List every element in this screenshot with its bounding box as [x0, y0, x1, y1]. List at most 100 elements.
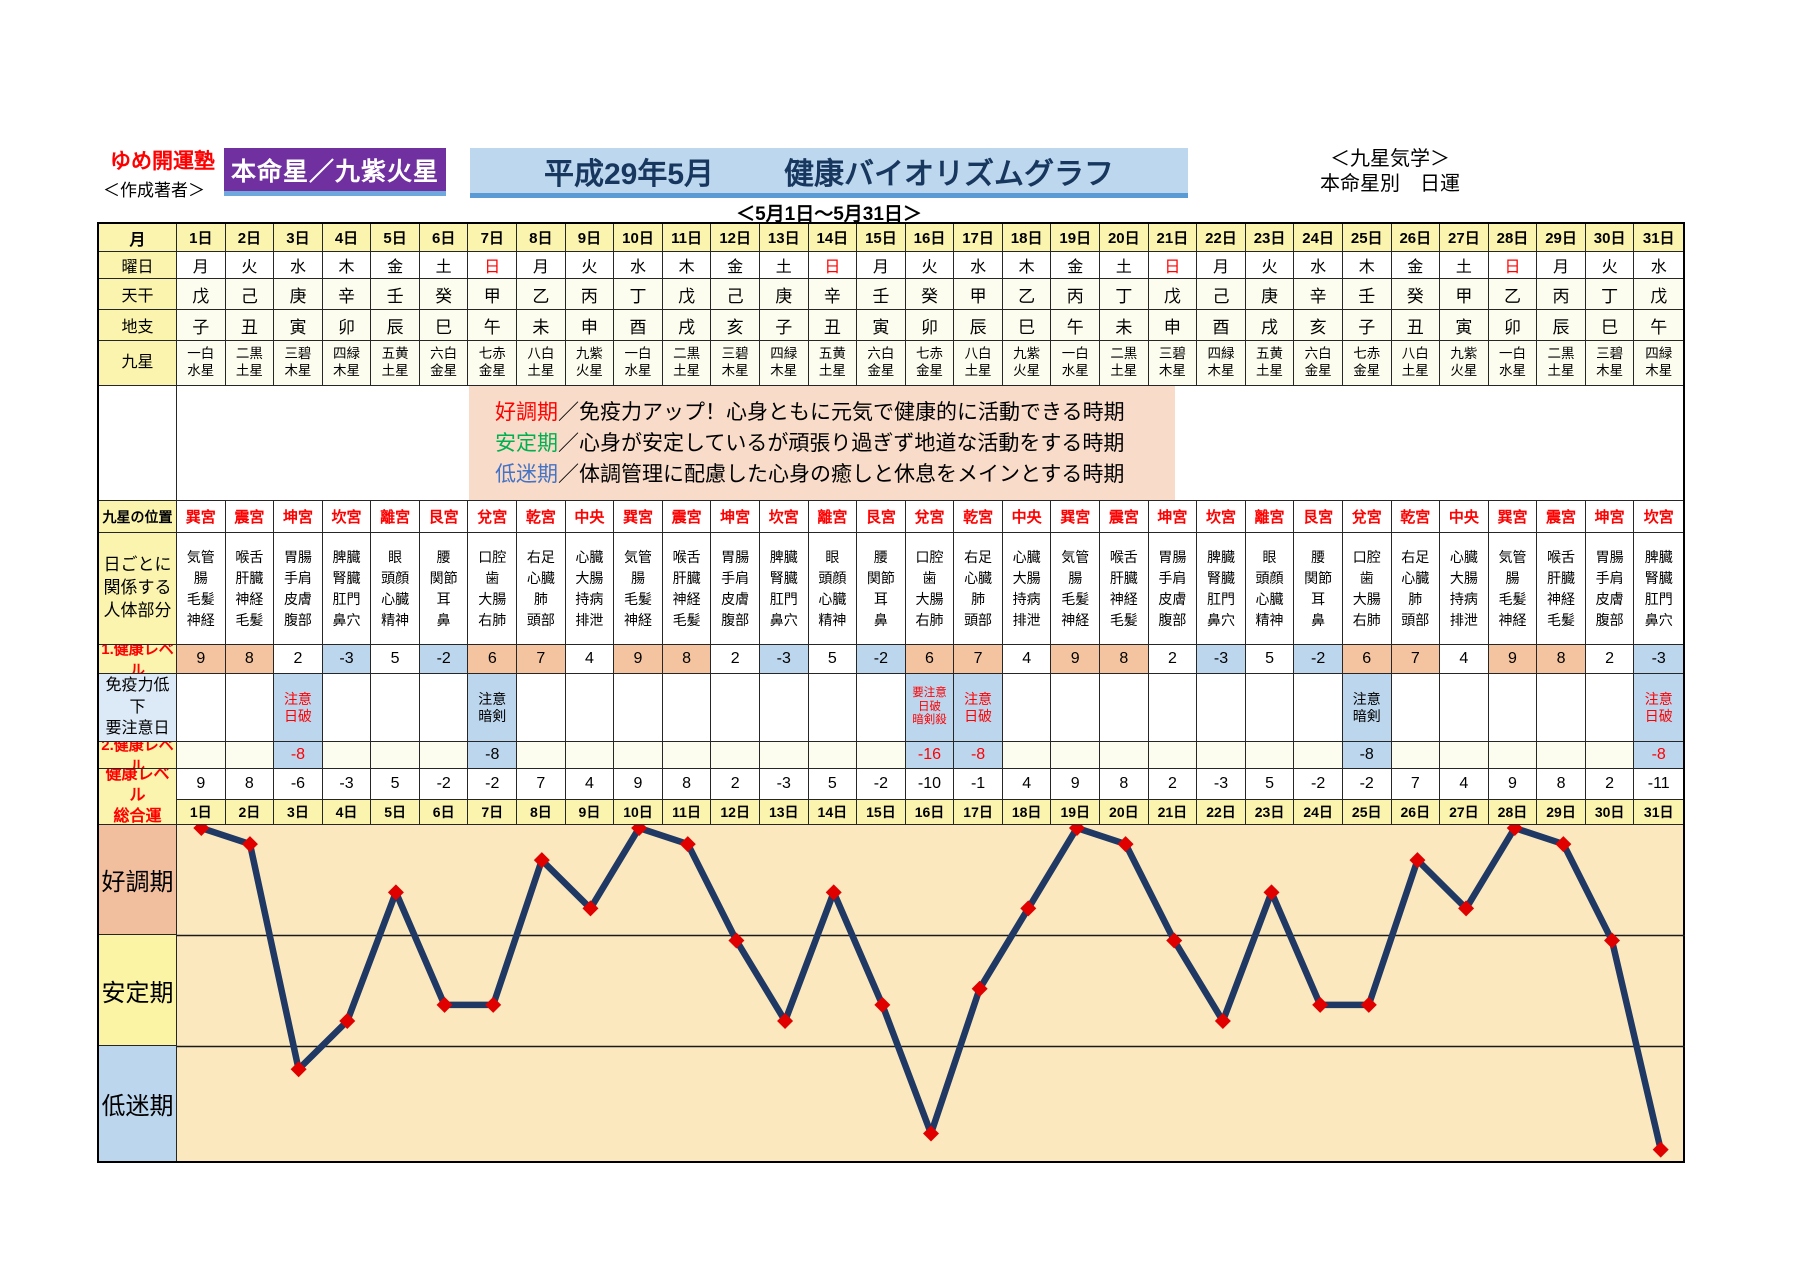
health-level-1-cell: -2	[1294, 645, 1343, 674]
row-label-total-health: 健康レベル 総合運	[99, 769, 177, 825]
branch-cell: 亥	[711, 310, 760, 341]
palace-cell: 坎宮	[322, 501, 372, 533]
total-level-cell: 2	[1148, 769, 1198, 800]
health-level-2-empty	[371, 742, 420, 769]
palace-cell: 巽宮	[177, 501, 226, 533]
row-label-health-level-2: 2.健康レベル	[99, 742, 177, 769]
body-parts-cell: 右足 心臓肺頭部	[1391, 533, 1441, 645]
caution-cell-empty	[1537, 674, 1586, 742]
palace-cell: 兌宮	[905, 501, 955, 533]
palace-cell: 震宮	[225, 501, 275, 533]
caution-cell-empty	[371, 674, 420, 742]
total-level-cell: -10	[905, 769, 955, 800]
date-cell: 14日	[808, 224, 858, 252]
palace-cell: 坤宮	[1585, 501, 1635, 533]
weekday-cell: 水	[1294, 252, 1343, 279]
weekday-cell: 水	[274, 252, 323, 279]
stem-cell: 乙	[517, 279, 566, 310]
health-level-2-empty	[1537, 742, 1586, 769]
chart-date-cell: 8日	[517, 800, 566, 825]
right-header: ＜九星気学＞ 本命星別 日運	[1280, 147, 1500, 197]
total-level-cell: 8	[225, 769, 275, 800]
caution-cell-empty	[225, 674, 275, 742]
branch-cell: 午	[1634, 310, 1683, 341]
caution-cell-empty	[759, 674, 809, 742]
health-level-1-cell: 9	[1488, 645, 1538, 674]
body-parts-cell: 喉舌 肝臓 神経 毛髪	[1100, 533, 1149, 645]
total-level-cell: 4	[1440, 769, 1489, 800]
stem-cell: 丁	[1100, 279, 1149, 310]
stem-cell: 戊	[177, 279, 226, 310]
health-level-2-empty	[662, 742, 712, 769]
caution-cell-empty	[711, 674, 760, 742]
weekday-cell: 木	[1342, 252, 1392, 279]
branch-cell: 辰	[954, 310, 1003, 341]
health-level-2-empty	[1197, 742, 1246, 769]
weekday-cell: 水	[954, 252, 1003, 279]
caution-cell-empty	[1002, 674, 1052, 742]
health-level-1-cell: 6	[905, 645, 955, 674]
date-cell: 9日	[565, 224, 615, 252]
star-cell: 三碧 木星	[1148, 341, 1198, 386]
title-box: 平成29年5月 健康バイオリズムグラフ	[470, 148, 1188, 198]
data-point-marker	[582, 900, 599, 917]
date-cell: 26日	[1391, 224, 1441, 252]
caution-cell-empty	[808, 674, 858, 742]
weekday-cell: 木	[1002, 252, 1052, 279]
body-parts-cell: 脾臓 腎臓 肛門 鼻穴	[759, 533, 809, 645]
palace-cell: 乾宮	[517, 501, 566, 533]
health-level-2-empty	[1294, 742, 1343, 769]
palace-cell: 中央	[1440, 501, 1489, 533]
caution-cell-empty	[565, 674, 615, 742]
row-label-immunity-caution: 免疫力低下 要注意日	[99, 674, 177, 742]
stem-cell: 乙	[1002, 279, 1052, 310]
date-cell: 21日	[1148, 224, 1198, 252]
star-cell: 六白 金星	[1294, 341, 1343, 386]
health-level-1-cell: 8	[662, 645, 712, 674]
star-cell: 七赤 金星	[905, 341, 955, 386]
zone-label-column: 好調期 安定期 低迷期	[99, 825, 177, 1161]
weekday-cell: 土	[1440, 252, 1489, 279]
stem-cell: 丙	[1051, 279, 1101, 310]
caution-cell-empty	[1440, 674, 1489, 742]
health-level-1-cell: 8	[1537, 645, 1586, 674]
stem-cell: 乙	[1488, 279, 1538, 310]
chart-date-cell: 23日	[1245, 800, 1295, 825]
total-level-cell: 4	[565, 769, 615, 800]
branch-cell: 戌	[1245, 310, 1295, 341]
legend-row-spacer	[99, 386, 177, 501]
branch-cell: 巳	[1585, 310, 1635, 341]
date-cell: 2日	[225, 224, 275, 252]
health-level-2-empty	[808, 742, 858, 769]
weekday-cell: 火	[1245, 252, 1295, 279]
health-level-2-cell: -16	[905, 742, 955, 769]
caution-cell-empty	[177, 674, 226, 742]
chart-date-cell: 10日	[614, 800, 663, 825]
health-level-2-empty	[759, 742, 809, 769]
star-cell: 五黄 土星	[808, 341, 858, 386]
total-level-cell: 4	[1002, 769, 1052, 800]
star-cell: 二黒 土星	[1100, 341, 1149, 386]
data-point-marker	[679, 836, 696, 853]
health-level-2-cell: -8	[1342, 742, 1392, 769]
stem-cell: 癸	[1391, 279, 1441, 310]
weekday-cell: 月	[177, 252, 226, 279]
health-level-2-empty	[565, 742, 615, 769]
total-level-cell: 2	[1585, 769, 1635, 800]
star-cell: 三碧 木星	[711, 341, 760, 386]
palace-cell: 坤宮	[711, 501, 760, 533]
health-level-1-cell: 8	[1100, 645, 1149, 674]
palace-cell: 巽宮	[1488, 501, 1538, 533]
stem-cell: 庚	[759, 279, 809, 310]
stem-cell: 甲	[954, 279, 1003, 310]
weekday-cell: 日	[468, 252, 518, 279]
chart-date-cell: 30日	[1585, 800, 1635, 825]
health-level-2-empty	[1148, 742, 1198, 769]
health-level-2-empty	[322, 742, 372, 769]
total-level-cell: 9	[1051, 769, 1101, 800]
branch-cell: 卯	[1488, 310, 1538, 341]
data-point-marker	[533, 852, 550, 869]
stem-cell: 丙	[1537, 279, 1586, 310]
health-level-1-cell: 5	[371, 645, 420, 674]
palace-cell: 坤宮	[1148, 501, 1198, 533]
